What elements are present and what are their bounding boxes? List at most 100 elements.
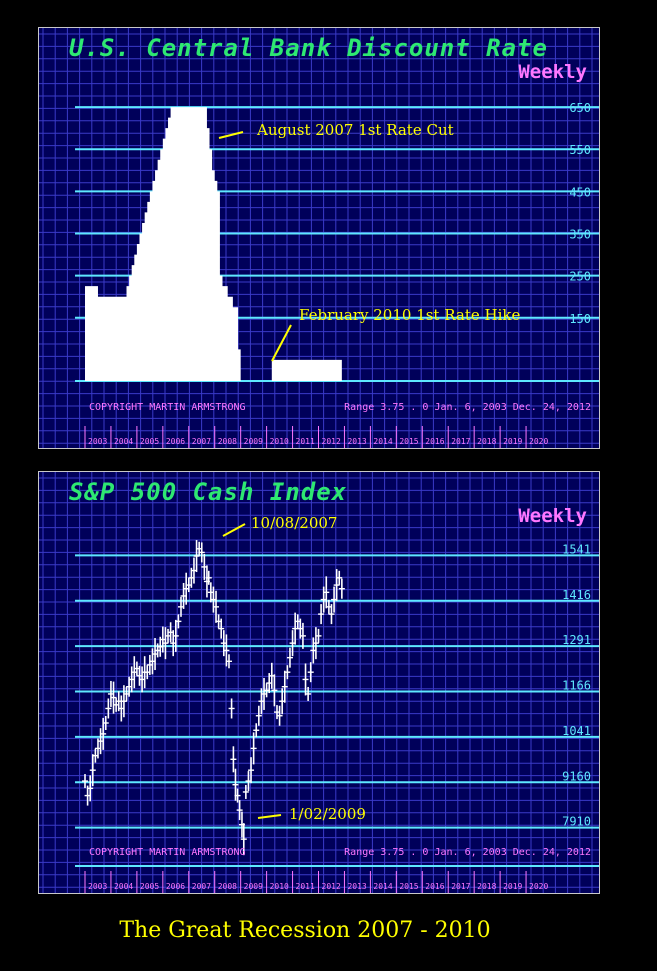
x-tick-label: 2010 xyxy=(270,437,289,446)
price-bar xyxy=(218,618,225,639)
x-tick-label: 2015 xyxy=(399,437,418,446)
price-bar xyxy=(255,705,262,726)
x-tick-label: 2012 xyxy=(322,437,341,446)
range-label: Range 3.75 . 0 Jan. 6, 2003 Dec. 24, 201… xyxy=(344,402,591,413)
price-bar xyxy=(172,619,179,652)
price-bar xyxy=(248,757,255,784)
y-tick-label: 650 xyxy=(569,101,591,115)
price-bar xyxy=(193,540,200,573)
price-bar xyxy=(175,614,182,629)
sp500-chart: S&P 500 Cash Index Weekly 1541 1416 1291 1166… xyxy=(39,472,599,893)
price-bar xyxy=(230,746,237,773)
price-bar xyxy=(120,685,127,718)
price-bar xyxy=(299,622,306,649)
annotation-pointer xyxy=(271,324,292,362)
y-tick-label: 1291 xyxy=(562,633,591,647)
price-bar xyxy=(242,784,249,799)
price-bar xyxy=(323,576,330,609)
annotation-label: August 2007 1st Rate Cut xyxy=(256,121,454,139)
y-tick-label: 450 xyxy=(569,185,591,199)
price-bar xyxy=(205,570,212,585)
x-tick-label: 2012 xyxy=(322,882,341,891)
price-bar xyxy=(105,698,112,719)
price-bar xyxy=(225,654,232,669)
x-tick-label: 2013 xyxy=(347,437,366,446)
x-tick-label: 2011 xyxy=(296,437,315,446)
annotation-label: 10/08/2007 xyxy=(251,514,337,532)
annotation-pointer xyxy=(257,814,282,819)
x-tick-label: 2014 xyxy=(373,882,392,891)
frequency-label: Weekly xyxy=(518,505,587,527)
price-bar xyxy=(228,698,235,719)
price-bar xyxy=(110,681,117,714)
y-tick-label: 1416 xyxy=(562,588,591,602)
x-tick-label: 2003 xyxy=(88,437,107,446)
price-bar xyxy=(236,800,243,821)
y-tick-label: 350 xyxy=(569,228,591,242)
price-bar xyxy=(286,647,293,668)
x-tick-label: 2019 xyxy=(503,882,522,891)
x-tick-label: 2009 xyxy=(244,882,263,891)
price-bar xyxy=(250,732,257,765)
price-bar xyxy=(328,604,335,625)
price-bar xyxy=(162,627,169,660)
x-tick-label: 2013 xyxy=(347,882,366,891)
price-bar xyxy=(312,627,319,660)
x-tick-label: 2004 xyxy=(114,882,133,891)
discount-rate-chart-panel: U.S. Central Bank Discount Rate Weekly 650… xyxy=(38,27,600,449)
price-bar xyxy=(292,612,299,645)
y-tick-label: 1541 xyxy=(562,542,591,556)
x-tick-label: 2017 xyxy=(451,437,470,446)
x-tick-label: 2014 xyxy=(373,437,392,446)
copyright-label: COPYRIGHT MARTIN ARMSTRONG xyxy=(89,402,246,413)
y-tick-label: 550 xyxy=(569,143,591,157)
price-bar xyxy=(338,578,345,599)
x-tick-label: 2020 xyxy=(529,437,548,446)
y-tick-label: 250 xyxy=(569,270,591,284)
frequency-label: Weekly xyxy=(518,61,587,83)
x-tick-label: 2007 xyxy=(192,882,211,891)
x-tick-label: 2007 xyxy=(192,437,211,446)
x-tick-label: 2016 xyxy=(425,882,444,891)
price-bar xyxy=(213,590,220,623)
y-tick-label: 1166 xyxy=(562,679,591,693)
x-tick-label: 2008 xyxy=(218,882,237,891)
annotation-pointer xyxy=(222,523,246,537)
price-bar xyxy=(87,775,94,802)
price-bar xyxy=(284,665,291,680)
x-tick-label: 2018 xyxy=(477,437,496,446)
range-label: Range 3.75 . 0 Jan. 6, 2003 Dec. 24, 201… xyxy=(344,847,591,858)
x-tick-label: 2005 xyxy=(140,437,159,446)
price-bar xyxy=(305,686,312,701)
copyright-label: COPYRIGHT MARTIN ARMSTRONG xyxy=(89,847,246,858)
x-tick-label: 2017 xyxy=(451,882,470,891)
x-tick-label: 2003 xyxy=(88,882,107,891)
x-tick-label: 2004 xyxy=(114,437,133,446)
x-tick-label: 2020 xyxy=(529,882,548,891)
x-tick-label: 2005 xyxy=(140,882,159,891)
x-tick-label: 2016 xyxy=(425,437,444,446)
y-tick-label: 150 xyxy=(569,312,591,326)
price-bar xyxy=(276,705,283,726)
price-bar xyxy=(336,570,343,585)
x-tick-label: 2015 xyxy=(399,882,418,891)
price-bar xyxy=(253,723,260,738)
price-bar xyxy=(307,662,314,683)
x-tick-label: 2010 xyxy=(270,882,289,891)
price-bar xyxy=(198,542,205,563)
price-bar xyxy=(302,663,309,696)
price-bar xyxy=(318,604,325,625)
y-tick-label: 9160 xyxy=(562,769,591,783)
annotation-label: February 2010 1st Rate Hike xyxy=(299,306,520,324)
rate-area xyxy=(85,107,342,382)
price-bar xyxy=(234,788,241,803)
price-bar xyxy=(333,569,340,602)
y-tick-label: 7910 xyxy=(562,815,591,829)
price-bar xyxy=(82,774,88,789)
price-bar xyxy=(271,674,278,707)
x-tick-label: 2018 xyxy=(477,882,496,891)
chart-title: S&P 500 Cash Index xyxy=(69,478,347,506)
x-tick-label: 2008 xyxy=(218,437,237,446)
price-bar xyxy=(315,628,322,643)
